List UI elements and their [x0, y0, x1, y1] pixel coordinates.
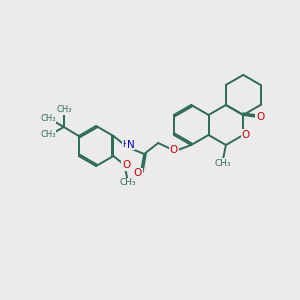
- Text: O: O: [134, 168, 142, 178]
- Text: O: O: [122, 160, 130, 170]
- Text: H: H: [122, 140, 129, 149]
- Text: CH₃: CH₃: [56, 105, 71, 114]
- Text: CH₃: CH₃: [214, 159, 231, 168]
- Text: CH₃: CH₃: [119, 178, 136, 188]
- Text: CH₃: CH₃: [40, 115, 56, 124]
- Text: CH₃: CH₃: [40, 130, 56, 140]
- Text: O: O: [169, 145, 178, 154]
- Text: O: O: [242, 130, 250, 140]
- Text: O: O: [256, 112, 264, 122]
- Text: N: N: [127, 140, 135, 150]
